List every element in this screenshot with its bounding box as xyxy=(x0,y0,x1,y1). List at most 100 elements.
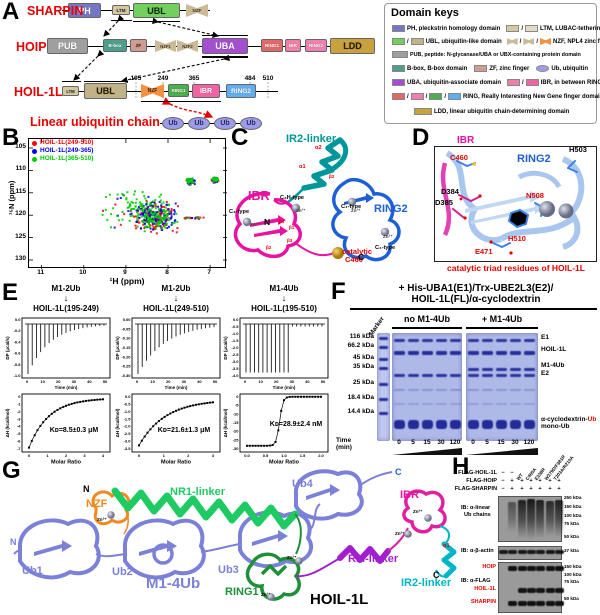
c-strand-label: β3 xyxy=(287,238,293,243)
d-n508-label: N508 xyxy=(526,191,544,200)
blot-band-hoil1l xyxy=(554,588,564,593)
gel-band xyxy=(467,339,479,342)
key-text: RING, Really Interesting New Gene finger… xyxy=(463,93,600,100)
c-catalytic-label: catalytic xyxy=(342,247,373,256)
svg-text:20: 20 xyxy=(56,379,61,384)
blot-band-hoip xyxy=(535,566,545,571)
svg-text:4: 4 xyxy=(102,453,105,458)
svg-text:HOIL-1L(195-249): HOIL-1L(195-249) xyxy=(33,304,99,313)
key-text: Ub, ubiquitin xyxy=(551,65,589,72)
slash: / xyxy=(407,38,409,45)
f-band-label-e2: E2 xyxy=(541,370,549,377)
nmr-xtick: 11 xyxy=(37,269,45,276)
nmr-ylabel: ¹⁵N (ppm) xyxy=(7,180,16,215)
h-row1-value: − xyxy=(510,470,514,476)
marker-band xyxy=(379,398,388,401)
g-nzf-label: NZF xyxy=(86,498,108,510)
svg-text:-0.6: -0.6 xyxy=(14,351,22,356)
nzf-swatch xyxy=(540,38,552,45)
f-gel1-underline xyxy=(392,327,462,329)
g-ibr-label: IBR xyxy=(400,489,419,501)
gel-band xyxy=(523,389,535,391)
f-marker-kda: 35 kDa xyxy=(353,363,374,370)
svg-text:0.0: 0.0 xyxy=(244,453,250,458)
svg-text:-2.5: -2.5 xyxy=(124,431,132,436)
svg-text:ΔH (kcal/mol): ΔH (kcal/mol) xyxy=(223,408,228,437)
svg-text:-4.0: -4.0 xyxy=(232,373,240,378)
itc-charts: M1-2Ub↓HOIL-1L(195-249)0.0-0.2-0.4-0.6-0… xyxy=(5,284,329,466)
svg-text:Time (min): Time (min) xyxy=(165,385,188,390)
h-marker-kda: 75 kDa xyxy=(564,521,579,526)
d-h510-label: H510 xyxy=(508,234,526,243)
gel-band xyxy=(481,368,493,371)
svg-text:-30: -30 xyxy=(233,446,240,451)
interaction-bar xyxy=(202,56,248,58)
panel-h-label: H xyxy=(452,453,470,480)
gel-band xyxy=(435,339,447,342)
f-gel1-header: no M1-4Ub xyxy=(404,314,450,324)
h-row2-value: + xyxy=(557,478,561,484)
c-zn-type-label: C₄-type xyxy=(229,209,250,215)
blot-band-sharpin xyxy=(545,601,555,606)
d-ring2-label: RING2 xyxy=(517,153,551,165)
d-caption: catalytic triad residues of HOIL-1L xyxy=(447,263,585,273)
f-time-value: 0 xyxy=(471,439,475,446)
gel-band xyxy=(393,339,405,342)
nmr-legend-dot xyxy=(32,157,37,162)
svg-text:Molar Ratio: Molar Ratio xyxy=(269,460,300,466)
svg-text:-0.10: -0.10 xyxy=(121,336,131,341)
svg-text:10: 10 xyxy=(40,379,45,384)
f-marker-kda: 14.4 kDa xyxy=(347,408,374,415)
gel-band xyxy=(495,368,507,371)
residue-510: 510 xyxy=(262,75,274,82)
gel-band xyxy=(393,420,405,429)
gel-band xyxy=(421,339,433,342)
hoip-bbox-domain: B-box xyxy=(103,39,127,52)
svg-text:20: 20 xyxy=(166,379,171,384)
h-row3-value: + xyxy=(520,486,524,492)
hoip-ring1-domain: RING1 xyxy=(261,39,283,52)
svg-text:↓: ↓ xyxy=(64,293,69,303)
svg-text:-1.5: -1.5 xyxy=(124,416,132,421)
g-ring1-label: RING1 xyxy=(225,586,259,598)
d-structure-box xyxy=(434,146,597,262)
interaction-bar xyxy=(84,80,128,83)
panel-f-label: F xyxy=(331,278,346,305)
gel-band xyxy=(509,339,521,342)
svg-text:-7: -7 xyxy=(17,446,21,451)
blot-band-hoip xyxy=(517,566,527,571)
nmr-xtick: 9 xyxy=(123,269,127,276)
nmr-xlabel: ¹H (ppm) xyxy=(109,276,145,286)
svg-text:0.0: 0.0 xyxy=(15,317,21,322)
svg-text:0: 0 xyxy=(236,394,239,399)
gel-band xyxy=(509,351,521,355)
svg-text:↓: ↓ xyxy=(282,293,287,303)
blot-band-actin xyxy=(517,550,527,554)
svg-text:Molar Ratio: Molar Ratio xyxy=(161,460,192,466)
svg-text:-1.0: -1.0 xyxy=(124,409,132,414)
f-time-label: (min) xyxy=(336,444,352,451)
key-row-bbox-zf-ub: B-box, B-box domain ZF, zinc finger Ub, … xyxy=(392,65,593,72)
ubl-swatch xyxy=(410,38,424,45)
g-n-terminus-hoil: N xyxy=(83,484,90,494)
key-text: LDD, linear ubiquitin chain-determining … xyxy=(434,108,570,115)
nmr-ytick: 115 xyxy=(15,187,27,195)
f-title-underline xyxy=(350,308,597,310)
g-c-terminus-ub: C xyxy=(395,467,402,477)
nmr-spectrum xyxy=(29,139,227,269)
slash: / xyxy=(519,38,522,45)
hoil-ring1-domain: RING1 xyxy=(168,84,189,97)
h-ib-linear-ub: Ub chains xyxy=(464,512,491,518)
f-time-value: 30 xyxy=(437,439,445,446)
svg-text:-15: -15 xyxy=(233,420,240,425)
svg-text:10: 10 xyxy=(258,379,263,384)
g-n-terminus-ub: N xyxy=(10,537,17,547)
svg-text:-3.5: -3.5 xyxy=(232,366,240,371)
domain-keys-legend: Domain keys PH, pleckstrin homology doma… xyxy=(384,3,600,124)
gel-band xyxy=(523,420,535,429)
h-marker-kda: 100 kDa xyxy=(564,572,582,577)
svg-text:-3.0: -3.0 xyxy=(232,359,240,364)
slash: / xyxy=(444,93,447,100)
blot-band-hoip xyxy=(554,566,564,571)
gel-band xyxy=(481,339,493,342)
